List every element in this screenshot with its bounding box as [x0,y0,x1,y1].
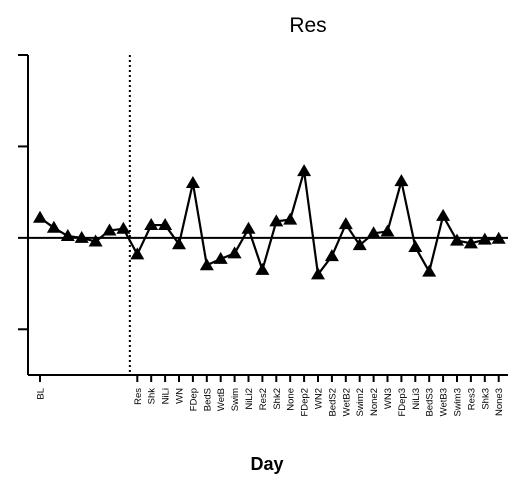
data-point [269,214,284,227]
data-point [227,246,242,259]
x-tick-label: None [286,388,297,411]
data-point [255,262,270,275]
data-point [366,226,381,239]
x-tick-label: Res2 [258,388,269,410]
data-point [241,221,256,234]
x-tick-label: FDep2 [300,388,311,417]
data-point [380,224,395,237]
data-point [102,223,117,236]
data-point [463,236,478,249]
x-tick-label: None2 [369,388,380,416]
x-tick-label: NiLi2 [244,388,255,410]
series-layer [33,164,506,280]
data-point [477,232,492,245]
data-point [213,251,228,264]
x-tick-label: None3 [494,388,505,416]
x-tick-label: Swim [230,388,241,411]
data-point [297,164,312,177]
chart-title: Res [289,14,326,37]
data-point [46,220,61,233]
data-point [394,174,409,187]
x-tick-label: BedS [202,388,213,411]
data-point [130,247,145,260]
x-tick-label: BedS3 [425,388,436,417]
x-tick-label: Shk2 [272,388,283,410]
data-point [172,237,186,250]
data-point [338,217,353,230]
x-tick-label: Swim3 [453,388,464,417]
series-line [39,170,499,276]
x-tick-label: WetB3 [439,388,450,416]
x-tick-label: WN3 [383,388,394,409]
data-point [88,234,103,247]
x-tick-label: WetB2 [341,388,352,416]
data-point [74,230,89,243]
data-point [311,267,325,280]
data-point [283,212,298,225]
data-point [352,238,367,251]
data-point [324,249,339,262]
x-tick-label: BL [36,388,47,400]
data-point [450,233,464,246]
x-tick-label: Shk3 [480,388,491,410]
x-tick-label: NiLi3 [411,388,422,410]
data-point [436,208,451,221]
x-tick-label: Res3 [466,388,477,410]
data-point [60,229,75,242]
x-tick-label: Res [133,388,144,405]
x-tick-label: Shk [147,388,158,405]
x-tick-label: WetB [216,388,227,411]
data-point [408,240,423,252]
axes [18,54,508,382]
x-tick-label: WN2 [314,388,325,409]
data-point [158,218,173,231]
data-point [144,218,159,231]
x-tick-label: BedS2 [327,388,338,417]
x-tick-labels: BL Res Shk NiLi WN FDep BedS WetB Swim NiLi2 Res2 S… [36,388,506,417]
x-tick-label: FDep3 [397,388,408,417]
data-point [33,210,47,223]
data-point [422,264,437,277]
x-tick-label: WN [175,388,186,404]
x-tick-label: NiLi [161,388,172,404]
data-point [185,176,200,188]
data-point [199,258,214,271]
x-tick-label: FDep [188,388,199,411]
data-point [491,231,506,244]
x-tick-label: Swim2 [355,388,366,417]
x-axis-label: Day [250,454,283,474]
data-point [116,221,131,234]
